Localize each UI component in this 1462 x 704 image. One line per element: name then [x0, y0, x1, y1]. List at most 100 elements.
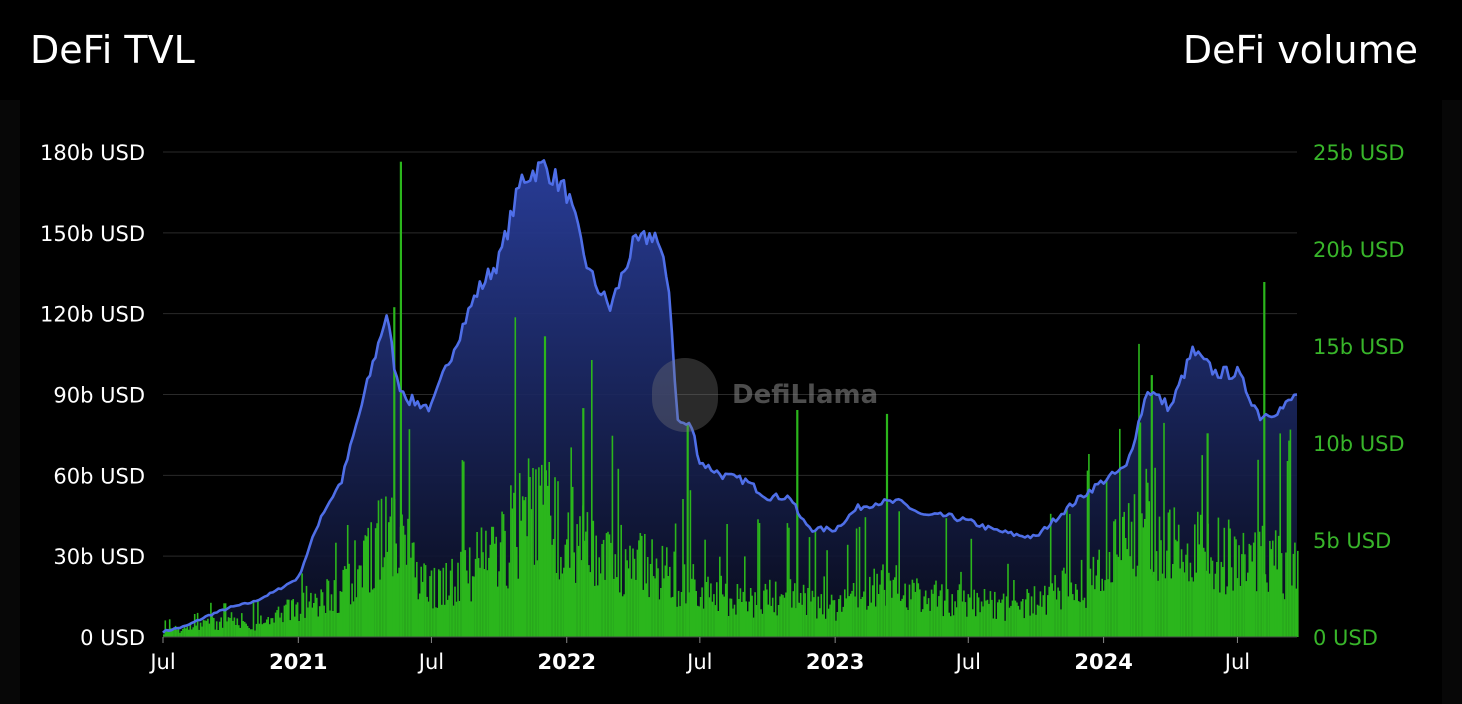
volume-bar: [888, 572, 890, 637]
volume-bar: [1198, 544, 1201, 637]
volume-bar: [1051, 583, 1053, 637]
volume-bar: [613, 578, 615, 637]
volume-bar: [298, 621, 300, 637]
volume-bar: [898, 511, 900, 637]
volume-bar: [1120, 560, 1123, 637]
volume-bar: [333, 580, 336, 637]
volume-bar: [654, 578, 656, 637]
volume-bar: [573, 552, 575, 637]
volume-bar: [533, 564, 536, 637]
volume-bar: [944, 600, 946, 637]
volume-bar: [935, 580, 937, 637]
volume-bar: [733, 604, 736, 637]
volume-bar: [1189, 562, 1192, 637]
volume-bar: [408, 429, 411, 637]
volume-bar: [349, 604, 352, 637]
volume-bar: [199, 622, 202, 637]
volume-bar: [1105, 478, 1108, 637]
volume-bar: [761, 613, 764, 637]
volume-bar: [827, 608, 830, 637]
volume-bar: [1273, 565, 1276, 637]
volume-bar: [771, 597, 774, 637]
volume-bar: [992, 618, 995, 637]
volume-bar: [648, 597, 650, 637]
volume-bar: [685, 603, 687, 637]
volume-bar: [1201, 455, 1203, 637]
volume-bar: [673, 551, 675, 637]
volume-bar: [855, 528, 858, 637]
volume-bar: [595, 535, 597, 637]
volume-bar: [273, 622, 275, 637]
volume-bar: [929, 610, 931, 637]
volume-bar: [1248, 543, 1251, 637]
volume-bar: [754, 592, 756, 637]
volume-bar: [911, 579, 914, 637]
volume-bar: [339, 591, 342, 637]
volume-bar: [296, 602, 299, 637]
volume-bar: [460, 551, 462, 637]
volume-bar: [1029, 615, 1031, 637]
volume-bar: [632, 548, 634, 637]
volume-bar: [579, 516, 581, 637]
volume-bar: [243, 621, 246, 637]
volume-bar: [1070, 582, 1073, 637]
volume-bar: [973, 589, 975, 637]
volume-bar: [1138, 343, 1140, 637]
volume-bar: [274, 612, 277, 637]
volume-bar: [820, 594, 823, 637]
volume-bar: [849, 593, 852, 637]
volume-bar: [1167, 512, 1170, 637]
volume-bar: [1047, 595, 1049, 637]
volume-bar: [427, 601, 430, 637]
y-left-tick-label: 120b USD: [40, 303, 145, 327]
volume-bar: [214, 629, 217, 637]
volume-bar: [620, 524, 622, 637]
volume-bar: [724, 583, 727, 637]
volume-bar: [1101, 578, 1103, 637]
volume-bar: [688, 592, 690, 637]
volume-bar: [629, 545, 631, 637]
volume-bar: [646, 557, 649, 637]
volume-bar: [1116, 554, 1118, 637]
x-tick-label: Jul: [685, 650, 712, 674]
volume-bar: [599, 573, 602, 637]
volume-bar: [335, 542, 337, 637]
volume-bar: [877, 594, 880, 637]
volume-bar: [891, 597, 893, 637]
volume-bar: [593, 585, 596, 637]
volume-bar: [354, 540, 356, 637]
volume-bar: [1170, 578, 1173, 637]
volume-spike: [796, 410, 799, 637]
volume-bar: [1148, 501, 1150, 637]
volume-bar: [619, 592, 621, 637]
volume-bar: [1166, 550, 1168, 637]
volume-bar: [1057, 587, 1059, 637]
y-right-tick-label: 20b USD: [1313, 238, 1405, 262]
volume-bar: [474, 558, 477, 637]
volume-bar: [217, 630, 219, 637]
volume-bar: [1126, 549, 1128, 637]
volume-bar: [1280, 553, 1283, 637]
volume-bar: [580, 560, 583, 637]
volume-bar: [933, 584, 936, 637]
volume-bar: [960, 571, 962, 637]
volume-bar: [236, 618, 239, 637]
volume-bar: [683, 564, 686, 637]
volume-bar: [316, 597, 318, 637]
volume-bar: [288, 599, 290, 637]
volume-bar: [552, 539, 555, 637]
volume-bar: [664, 565, 667, 637]
volume-bar: [1257, 459, 1259, 637]
volume-bar: [164, 620, 167, 637]
volume-bar: [882, 564, 884, 637]
volume-bar: [927, 598, 930, 637]
y-right-tick-label: 10b USD: [1313, 432, 1405, 456]
volume-bar: [516, 547, 518, 637]
volume-bar: [1049, 513, 1052, 637]
volume-bar: [1216, 562, 1218, 637]
volume-bar: [205, 620, 208, 637]
volume-bar: [1285, 552, 1287, 637]
volume-bar: [176, 629, 178, 637]
panel-right-edge: [1442, 100, 1462, 704]
volume-bar: [889, 580, 892, 637]
